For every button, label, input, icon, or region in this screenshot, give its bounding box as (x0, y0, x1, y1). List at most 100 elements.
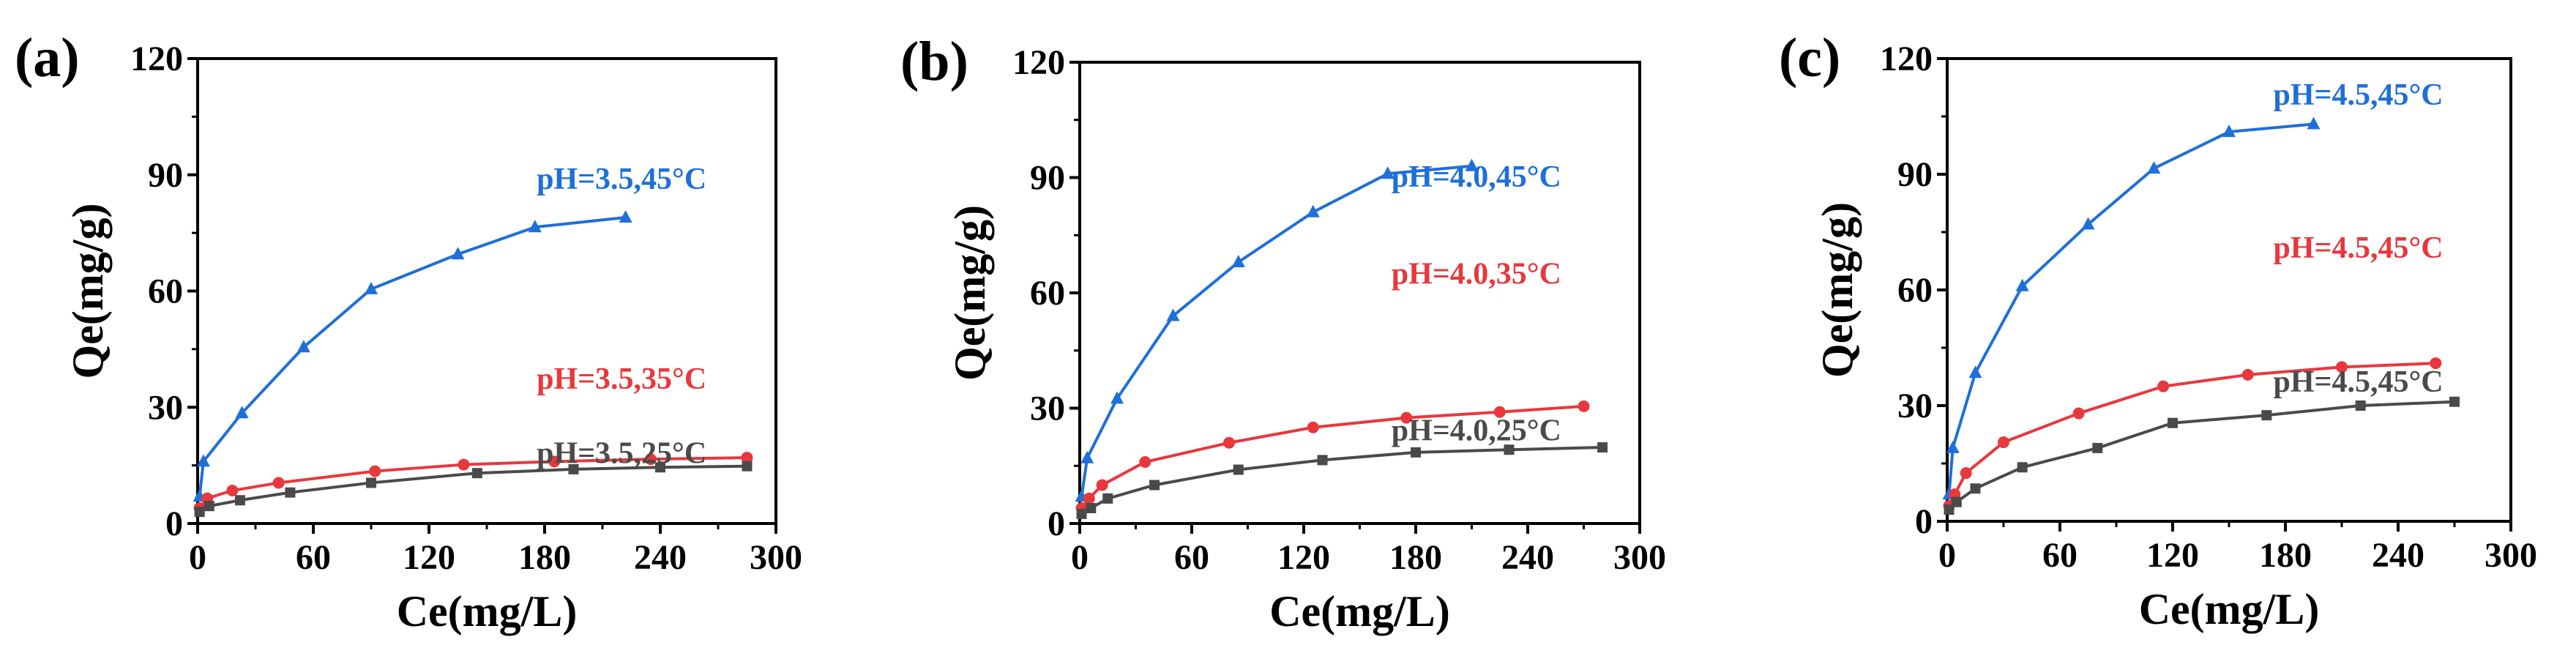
x-tick-label: 300 (1613, 538, 1666, 577)
data-point (1306, 204, 1320, 217)
x-tick-label: 240 (1501, 538, 1554, 577)
data-point (369, 465, 381, 477)
x-axis-title: Ce(mg/L) (2139, 585, 2320, 633)
series-red: pH=3.5,35°C (193, 362, 753, 514)
data-point (2072, 407, 2085, 420)
y-tick-label: 30 (1897, 387, 1933, 425)
x-tick-label: 240 (634, 538, 687, 577)
data-point (1233, 464, 1244, 475)
data-point (1597, 442, 1608, 453)
y-tick-label: 0 (165, 504, 183, 543)
x-tick-label: 120 (403, 538, 455, 577)
data-point (1493, 406, 1506, 418)
data-point (2261, 410, 2272, 421)
series-gray: pH=4.0,25°C (1076, 414, 1608, 519)
data-point (1223, 436, 1235, 449)
data-point (1951, 496, 1962, 507)
series-label: pH=4.5,45°C (2274, 78, 2444, 112)
y-tick-label: 60 (1030, 274, 1065, 313)
x-axis-title: Ce(mg/L) (397, 587, 578, 636)
x-tick-label: 240 (2372, 536, 2424, 575)
y-tick-label: 90 (1897, 155, 1933, 194)
data-point (1110, 391, 1124, 404)
x-tick-label: 180 (2259, 536, 2312, 575)
data-point (1096, 479, 1108, 491)
data-point (1968, 365, 1982, 379)
series-blue: pH=4.0,45°C (1075, 158, 1561, 502)
data-point (1307, 421, 1319, 433)
data-point (272, 477, 285, 489)
series-gray: pH=3.5,25°C (194, 436, 753, 518)
data-point (1080, 450, 1094, 463)
data-point (2241, 368, 2254, 381)
data-point (1504, 444, 1515, 455)
series-line (198, 215, 626, 497)
data-point (2157, 380, 2170, 392)
x-tick-label: 60 (1174, 538, 1209, 577)
data-point (365, 281, 378, 294)
data-point (1944, 504, 1955, 515)
data-point (2449, 396, 2460, 407)
x-tick-label: 300 (750, 538, 802, 577)
data-point (655, 462, 665, 473)
data-point (2081, 217, 2095, 230)
series-blue: pH=4.5,45°C (1942, 78, 2444, 500)
data-point (471, 468, 482, 479)
data-point (1970, 483, 1981, 494)
x-tick-label: 60 (296, 538, 331, 577)
data-point (451, 247, 465, 260)
x-tick-label: 0 (189, 538, 206, 577)
data-point (1960, 467, 1972, 480)
data-point (1317, 455, 1328, 466)
data-point (2015, 278, 2029, 291)
data-point (296, 340, 310, 353)
x-tick-label: 180 (1389, 538, 1442, 577)
data-point (2336, 361, 2348, 373)
y-tick-label: 0 (1048, 504, 1065, 543)
y-tick-label: 60 (148, 272, 183, 311)
data-point (196, 454, 210, 467)
data-point (619, 209, 632, 223)
data-point (1381, 166, 1395, 179)
data-point (1946, 440, 1960, 453)
panel-label: (c) (1779, 27, 1840, 89)
x-tick-label: 120 (2146, 536, 2199, 575)
data-point (1578, 400, 1590, 412)
data-point (285, 487, 296, 498)
data-point (2092, 442, 2103, 453)
data-point (1086, 503, 1097, 513)
x-tick-label: 180 (518, 538, 571, 577)
data-point (1139, 456, 1151, 468)
chart-panel-2: (b) 0 30 60 90 120 0 60 120 180 240 300 Ce(mg/L) Qe(m… (900, 31, 1666, 636)
data-point (644, 453, 657, 466)
y-axis-title: Qe(mg/g) (946, 205, 994, 381)
x-tick-label: 300 (2484, 536, 2537, 575)
data-point (194, 507, 205, 518)
data-point (2430, 357, 2442, 370)
data-point (1231, 255, 1245, 267)
data-point (2147, 161, 2161, 174)
data-point (568, 463, 579, 474)
series-gray: pH=4.5,45°C (1944, 365, 2460, 515)
series-label: pH=4.0,45°C (1392, 160, 1561, 194)
data-point (458, 458, 470, 471)
series-label: pH=4.0,25°C (1392, 414, 1561, 448)
chart-panel-3: (c) 0 30 60 90 120 0 60 120 180 240 300 Ce(mg/L) Qe(m… (1779, 27, 2537, 633)
data-point (2307, 116, 2321, 130)
y-tick-label: 30 (148, 388, 183, 427)
y-axis-title: Qe(mg/g) (1813, 202, 1862, 378)
data-point (2222, 124, 2236, 138)
series-blue: pH=3.5,45°C (193, 163, 706, 502)
series-label: pH=4.0,35°C (1392, 257, 1561, 291)
panel-label: (b) (900, 31, 968, 92)
data-point (1076, 508, 1087, 519)
data-point (204, 501, 214, 512)
x-axis-title: Ce(mg/L) (1269, 587, 1450, 636)
data-point (226, 485, 239, 497)
panel-label: (a) (15, 27, 80, 89)
data-point (235, 406, 249, 419)
plot-frame (1078, 61, 1641, 525)
series-label: pH=4.5,45°C (2274, 365, 2444, 399)
series-red: pH=4.5,45°C (1943, 231, 2444, 512)
